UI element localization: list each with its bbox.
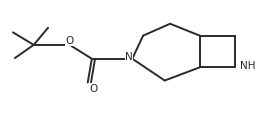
Text: O: O	[89, 84, 97, 94]
Text: NH: NH	[240, 61, 256, 71]
Text: N: N	[125, 52, 133, 62]
Text: O: O	[66, 36, 74, 46]
